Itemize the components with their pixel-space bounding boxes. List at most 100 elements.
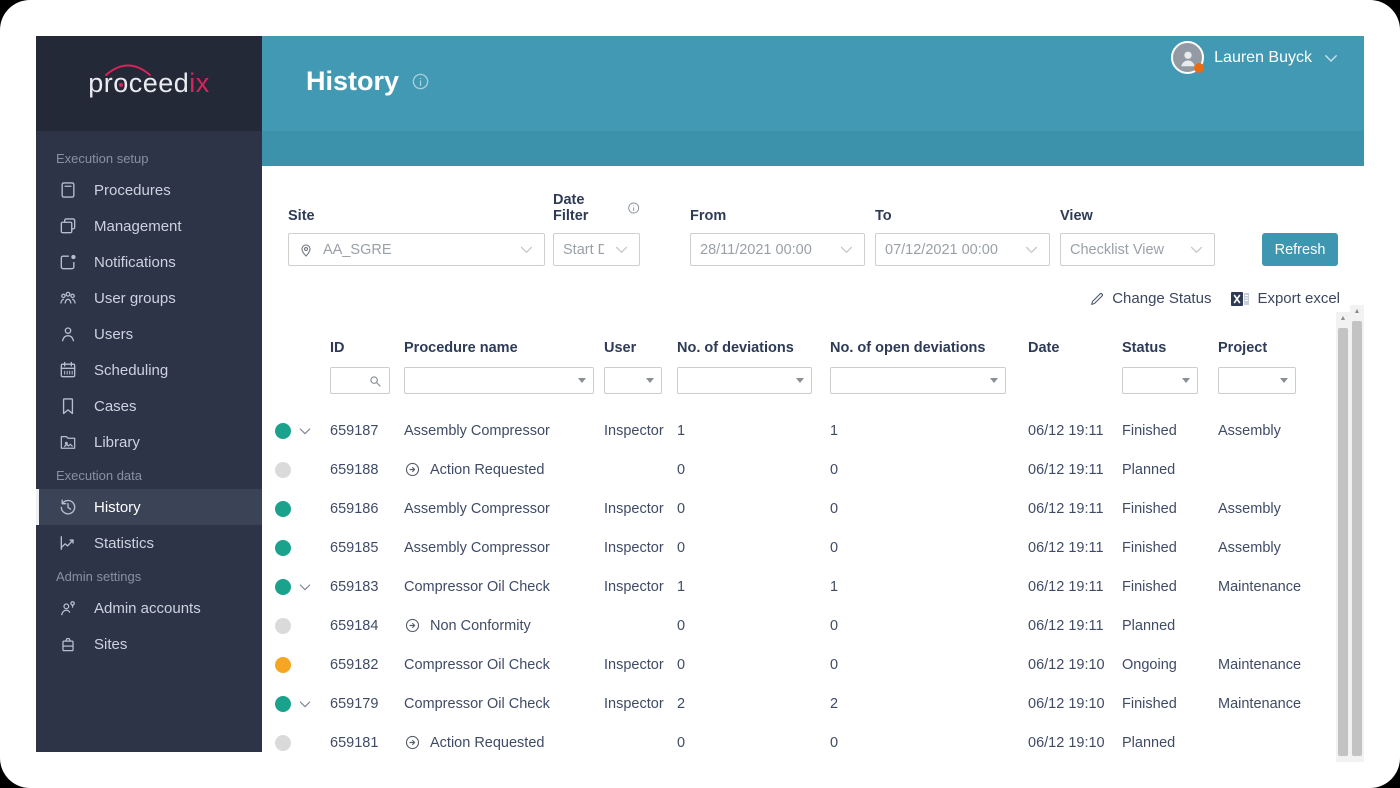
cell-date: 06/12 19:10 (1028, 734, 1105, 751)
table-row[interactable]: 659182 Compressor Oil Check Inspector 0 … (275, 645, 1334, 684)
expand-chevron-icon[interactable] (297, 696, 313, 712)
cell-procedure-name: Assembly Compressor (404, 500, 550, 517)
cell-id: 659187 (330, 422, 379, 439)
table-scrollbar[interactable]: ▲ (1336, 312, 1350, 762)
scroll-up-arrow[interactable]: ▲ (1353, 308, 1361, 315)
cell-date: 06/12 19:11 (1028, 578, 1104, 595)
chevron-down-icon (1322, 49, 1340, 67)
deviations-filter[interactable] (677, 367, 812, 394)
cell-project: Maintenance (1218, 578, 1302, 595)
chevron-down-icon (518, 241, 535, 258)
scrollbar-thumb[interactable] (1338, 328, 1348, 756)
col-status: Status (1122, 340, 1167, 356)
history-icon (58, 497, 78, 517)
sidebar-item-history[interactable]: History (36, 489, 262, 525)
table-row[interactable]: 659188 Action Requested 0 0 06/12 19:11 … (275, 450, 1334, 489)
open-deviations-filter[interactable] (830, 367, 1006, 394)
sidebar: proceedix Execution setup Procedures Man… (36, 36, 262, 752)
cell-date: 06/12 19:10 (1028, 656, 1105, 673)
sidebar-item-users[interactable]: Users (36, 316, 262, 352)
page-scrollbar[interactable]: ▲ (1350, 305, 1364, 762)
sidebar-item-cases[interactable]: Cases (36, 388, 262, 424)
info-icon[interactable] (411, 72, 430, 91)
cell-open-deviations: 1 (830, 578, 839, 595)
project-filter[interactable] (1218, 367, 1296, 394)
arrow-circle-right-icon (404, 617, 421, 634)
id-search-input[interactable] (330, 367, 390, 394)
user-menu[interactable]: Lauren Buyck (1171, 41, 1340, 74)
sidebar-item-management[interactable]: Management (36, 208, 262, 244)
cell-procedure-name: Compressor Oil Check (404, 656, 550, 673)
sidebar-item-label: Notifications (94, 253, 176, 271)
sidebar-item-statistics[interactable]: Statistics (36, 525, 262, 561)
logo-accent: ix (189, 68, 210, 98)
expand-chevron-icon[interactable] (297, 423, 313, 439)
change-status-button[interactable]: Change Status (1089, 290, 1211, 307)
col-open-deviations: No. of open deviations (830, 340, 986, 356)
col-date: Date (1028, 340, 1060, 356)
to-label: To (875, 208, 892, 224)
info-icon[interactable] (627, 201, 640, 215)
table-row[interactable]: 659184 Non Conformity 0 0 06/12 19:11 Pl… (275, 606, 1334, 645)
col-procedure-name: Procedure name (404, 340, 518, 356)
table-row[interactable]: 659179 Compressor Oil Check Inspector 2 … (275, 684, 1334, 723)
sidebar-item-admin-accounts[interactable]: Admin accounts (36, 590, 262, 626)
table-header-row: ID Procedure name User No. of deviations… (275, 329, 1334, 367)
cell-status: Finished (1122, 578, 1177, 595)
refresh-button[interactable]: Refresh (1262, 233, 1338, 266)
logo-area: proceedix (36, 36, 262, 131)
cell-procedure-name: Non Conformity (404, 617, 604, 634)
expand-chevron-icon[interactable] (297, 579, 313, 595)
user-filter[interactable] (604, 367, 662, 394)
sidebar-item-library[interactable]: Library (36, 424, 262, 460)
sidebar-item-label: Sites (94, 635, 128, 653)
table-filter-row (275, 367, 1334, 411)
date-filter-select[interactable]: Start Date (553, 233, 640, 266)
table-row[interactable]: 659181 Action Requested 0 0 06/12 19:10 … (275, 723, 1334, 762)
cell-open-deviations: 0 (830, 617, 839, 634)
cell-id: 659188 (330, 461, 379, 478)
cell-date: 06/12 19:11 (1028, 500, 1104, 517)
sidebar-item-user-groups[interactable]: User groups (36, 280, 262, 316)
view-label: View (1060, 208, 1093, 224)
view-select[interactable]: Checklist View (1060, 233, 1215, 266)
sidebar-item-label: Users (94, 325, 134, 343)
table-row[interactable]: 659183 Compressor Oil Check Inspector 1 … (275, 567, 1334, 606)
sidebar-item-scheduling[interactable]: Scheduling (36, 352, 262, 388)
cell-deviations: 0 (677, 539, 686, 556)
cell-deviations: 0 (677, 461, 686, 478)
cell-date: 06/12 19:11 (1028, 539, 1104, 556)
sidebar-item-sites[interactable]: Sites (36, 626, 262, 662)
table-row[interactable]: 659185 Assembly Compressor Inspector 0 0… (275, 528, 1334, 567)
site-select[interactable]: AA_SGRE (288, 233, 545, 266)
sidebar-item-label: Procedures (94, 181, 171, 199)
col-deviations: No. of deviations (677, 340, 794, 356)
export-excel-button[interactable]: Export excel (1231, 290, 1340, 307)
table-row[interactable]: 659186 Assembly Compressor Inspector 0 0… (275, 489, 1334, 528)
cell-id: 659183 (330, 578, 379, 595)
cell-project: Maintenance (1218, 695, 1302, 712)
procedure-name-filter[interactable] (404, 367, 594, 394)
location-pin-icon (298, 242, 314, 258)
cell-project: Assembly (1218, 500, 1281, 517)
sidebar-item-label: Cases (94, 397, 137, 415)
scrollbar-thumb[interactable] (1352, 321, 1362, 756)
sidebar-item-procedures[interactable]: Procedures (36, 172, 262, 208)
filter-bar: Site AA_SGRE Date Filter S (288, 192, 1364, 266)
cell-project: Assembly (1218, 422, 1281, 439)
status-dot (275, 578, 291, 595)
proceedix-logo: proceedix (88, 64, 210, 99)
logo-text-rest: ceed (128, 68, 190, 98)
table-row[interactable]: 659187 Assembly Compressor Inspector 1 1… (275, 411, 1334, 450)
cell-status: Finished (1122, 539, 1177, 556)
sites-icon (58, 634, 78, 654)
sidebar-section: Admin settings Admin accounts Sites (36, 561, 262, 662)
col-id: ID (330, 340, 345, 356)
to-date-input[interactable]: 07/12/2021 00:00 (875, 233, 1050, 266)
sidebar-item-notifications[interactable]: Notifications (36, 244, 262, 280)
cell-status: Finished (1122, 422, 1177, 439)
from-date-input[interactable]: 28/11/2021 00:00 (690, 233, 865, 266)
status-filter[interactable] (1122, 367, 1198, 394)
scroll-up-arrow[interactable]: ▲ (1339, 315, 1347, 322)
